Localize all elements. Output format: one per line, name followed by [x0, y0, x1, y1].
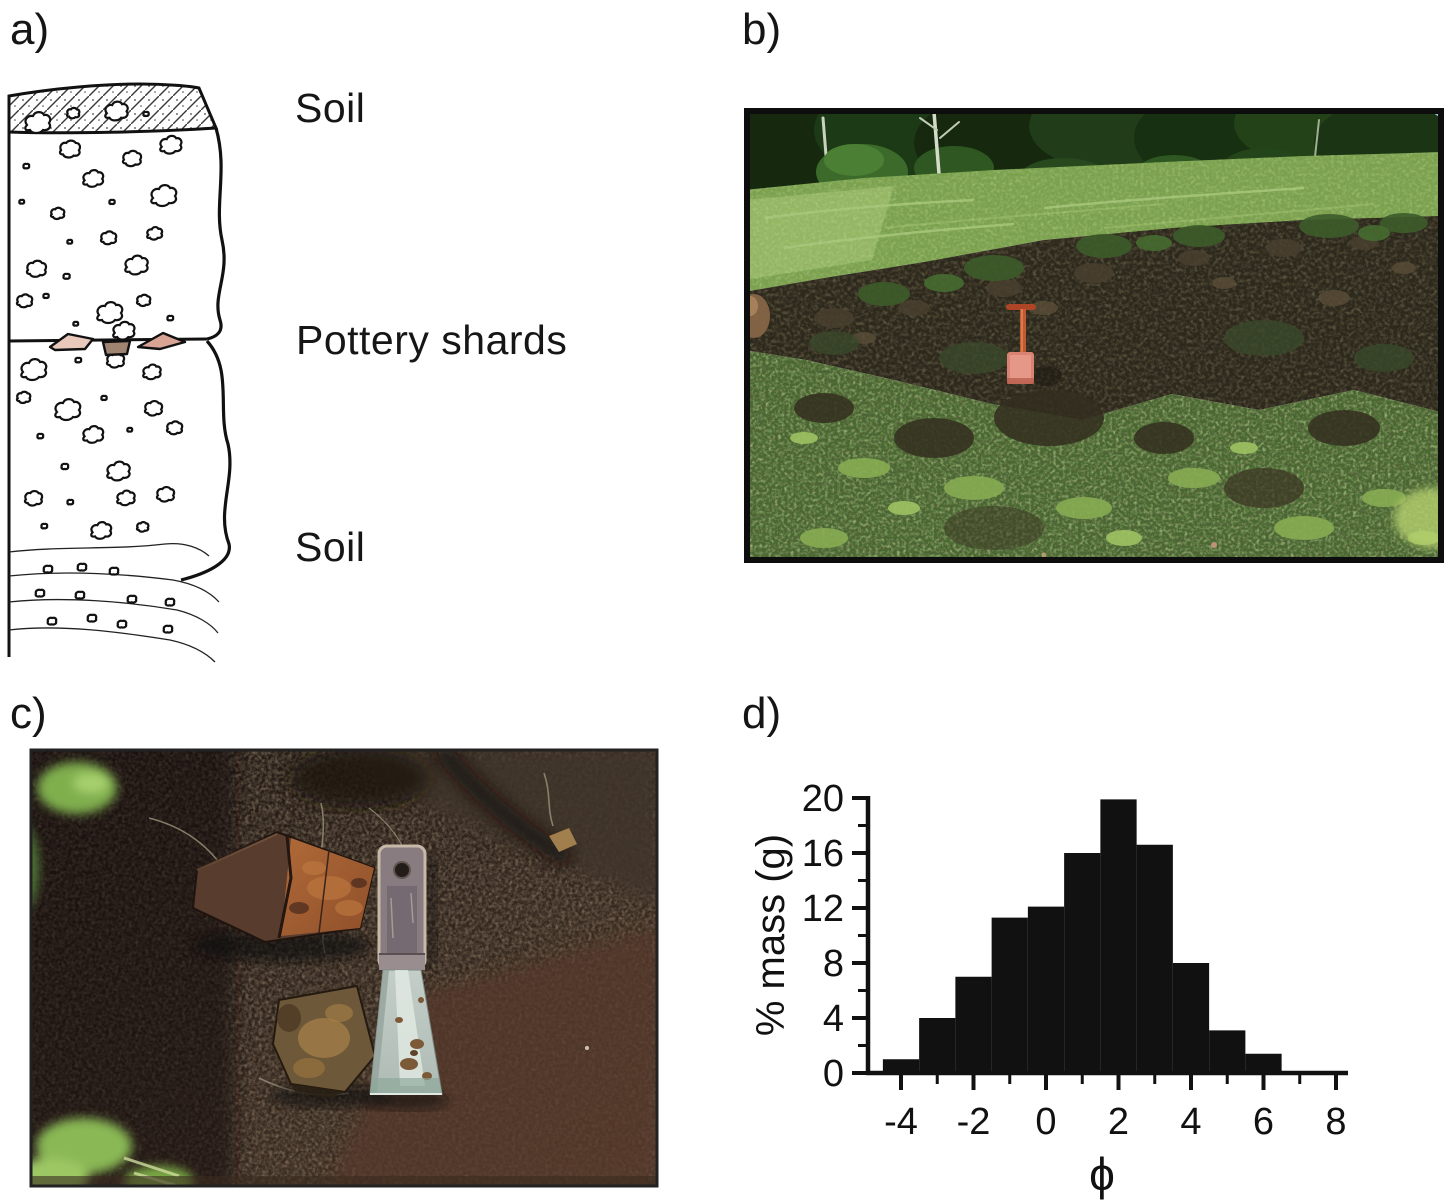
svg-text:16: 16 — [802, 833, 844, 875]
layer-label-soil-bottom: Soil — [295, 524, 366, 570]
laminated-base-lines — [8, 542, 220, 663]
soil-crevice — [432, 751, 574, 867]
svg-text:6: 6 — [1253, 1101, 1274, 1143]
svg-text:-4: -4 — [884, 1101, 918, 1143]
lower-unit-right-edge — [180, 339, 232, 582]
panel-d-letter: d) — [742, 689, 782, 738]
svg-text:0: 0 — [823, 1053, 844, 1095]
x-axis-title: ϕ — [1089, 1148, 1115, 1200]
pebbles-lower-unit — [15, 351, 184, 540]
overhanging-vegetation — [858, 213, 1428, 306]
reddish-soil-zone — [330, 928, 656, 1185]
stratigraphic-column-diagram — [7, 82, 232, 663]
svg-text:20: 20 — [802, 778, 844, 820]
photo-b-frame — [744, 108, 1444, 563]
shovel — [1006, 304, 1062, 386]
layer-label-soil-top: Soil — [295, 85, 366, 131]
svg-text:0: 0 — [1035, 1101, 1056, 1143]
pottery-shard-middle — [101, 339, 132, 357]
shovel-t-handle — [1006, 304, 1036, 310]
svg-text:8: 8 — [1325, 1101, 1346, 1143]
svg-text:4: 4 — [823, 998, 844, 1040]
leaf-fragment — [549, 828, 577, 852]
handle-hang-hole — [393, 861, 411, 879]
grass-field — [749, 152, 1439, 292]
svg-text:8: 8 — [823, 943, 844, 985]
grain-size-histogram: -4 -2 0 2 4 6 8 0 4 8 12 16 20 % mass (g) ϕ — [749, 778, 1348, 1200]
photo-c-frame — [29, 748, 659, 1188]
vegetated-slope — [749, 350, 1439, 558]
outcrop-photo — [744, 108, 1444, 563]
putty-knife — [365, 844, 449, 1110]
svg-text:2: 2 — [1108, 1101, 1129, 1143]
y-axis-title: % mass (g) — [749, 834, 793, 1036]
svg-text:4: 4 — [1180, 1101, 1201, 1143]
large-pottery-shard — [191, 830, 376, 944]
bush-highlight — [824, 144, 884, 176]
histogram-ticks — [852, 796, 1338, 1090]
shadowed-soil — [32, 751, 234, 1185]
pottery-shard-right — [136, 331, 187, 351]
svg-text:12: 12 — [802, 888, 844, 930]
shard-crack — [277, 835, 293, 939]
layer-label-pottery: Pottery shards — [296, 317, 568, 363]
panel-c-letter: c) — [10, 689, 47, 738]
pottery-shards-symbols — [48, 331, 187, 357]
soil-scarp — [749, 213, 1439, 420]
blurred-leaves — [32, 762, 194, 1185]
panel-b-letter: b) — [742, 5, 782, 54]
pottery-shard-left — [48, 332, 95, 352]
pebbles-laminated-rows — [34, 562, 176, 634]
svg-text:-2: -2 — [957, 1101, 991, 1143]
histogram-tick-labels: -4 -2 0 2 4 6 8 0 4 8 12 16 20 — [802, 778, 1347, 1143]
panel-a-letter: a) — [10, 5, 50, 54]
histogram-bars — [882, 799, 1282, 1073]
pebbles-upper-unit — [15, 100, 183, 341]
pottery-shards-photo — [29, 748, 659, 1188]
upper-unit-right-edge — [206, 127, 226, 341]
small-pottery-shard — [271, 984, 377, 1098]
